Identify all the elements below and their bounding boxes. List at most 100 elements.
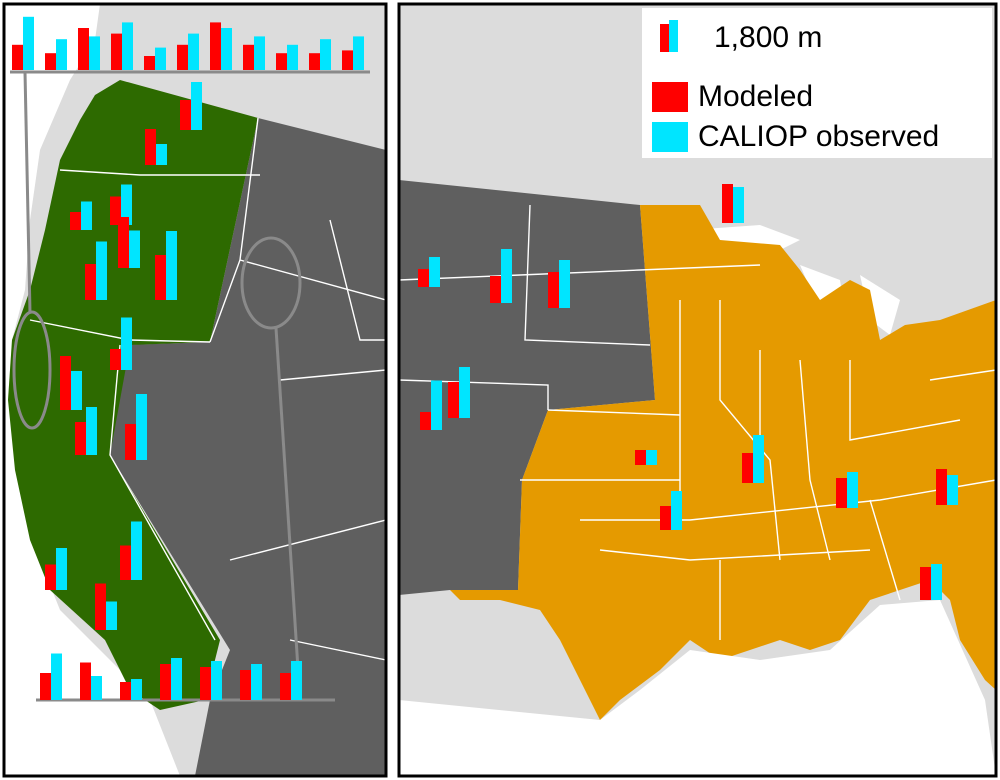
- left-station-modeled-bar-10: [125, 424, 136, 460]
- right-station-modeled-bar-10: [660, 506, 671, 530]
- top-strip-observed-bar-2: [89, 36, 100, 70]
- right-station-observed-bar-9: [947, 475, 958, 505]
- right-station-observed-bar-7: [753, 435, 764, 483]
- left-station-modeled-bar-1: [110, 196, 121, 225]
- left-station-observed-bar-20: [291, 661, 302, 700]
- left-station-modeled-bar-11: [120, 545, 131, 580]
- top-strip-observed-bar-10: [353, 36, 364, 70]
- modeled-swatch: [652, 82, 688, 112]
- right-station-modeled-bar-8: [836, 478, 847, 508]
- right-station-modeled-bar-4: [548, 272, 559, 308]
- right-station-modeled-bar-11: [920, 567, 931, 600]
- left-station-observed-bar-9: [86, 407, 97, 455]
- left-station-modeled-bar-4: [118, 217, 129, 268]
- west-coast-panel: [2, 2, 388, 778]
- mountain-states-region: [399, 180, 655, 595]
- left-station-observed-bar-5: [166, 231, 177, 300]
- zoom-callouts-left: [10, 70, 370, 702]
- observed-swatch: [652, 122, 688, 152]
- right-station-observed-bar-10: [671, 491, 682, 530]
- top-strip-modeled-bar-10: [342, 50, 353, 70]
- left-station-modeled-bar-2: [145, 129, 156, 165]
- left-station-modeled-bar-12: [45, 564, 56, 590]
- right-station-bars: [418, 184, 958, 600]
- interior-west-states: [110, 118, 386, 776]
- top-strip-observed-bar-4: [155, 47, 166, 70]
- left-station-observed-bar-3: [191, 82, 202, 130]
- right-station-modeled-bar-7: [742, 453, 753, 483]
- left-panel-frame: [2, 2, 388, 778]
- left-station-observed-bar-19: [251, 664, 262, 700]
- legend: 1,800 m Modeled CALIOP observed: [642, 8, 992, 158]
- left-station-observed-bar-0: [81, 201, 92, 230]
- top-strip-observed-bar-8: [287, 44, 298, 70]
- left-station-observed-bar-4: [129, 230, 140, 268]
- state-borders-right: [398, 204, 997, 640]
- right-station-observed-bar-5: [733, 187, 744, 223]
- right-station-modeled-bar-9: [936, 469, 947, 505]
- right-panel-frame: [397, 2, 998, 778]
- left-station-modeled-bar-3: [180, 100, 191, 130]
- right-station-modeled-bar-2: [448, 382, 459, 418]
- left-station-modeled-bar-13: [95, 583, 106, 630]
- top-strip-modeled-bar-2: [78, 28, 89, 70]
- left-station-observed-bar-7: [121, 317, 132, 370]
- left-station-modeled-bar-16: [120, 682, 131, 700]
- right-station-observed-bar-0: [429, 257, 440, 287]
- right-station-modeled-bar-0: [418, 269, 429, 287]
- left-station-observed-bar-11: [131, 521, 142, 580]
- right-station-observed-bar-8: [847, 472, 858, 508]
- right-station-observed-bar-2: [459, 367, 470, 418]
- left-station-observed-bar-16: [131, 679, 142, 700]
- left-station-modeled-bar-15: [80, 662, 91, 700]
- right-station-observed-bar-4: [559, 260, 570, 308]
- left-station-bars: [12, 16, 364, 700]
- top-strip-observed-bar-1: [56, 39, 67, 70]
- legend-scale-label: 1,800 m: [714, 21, 823, 54]
- left-station-observed-bar-6: [96, 241, 107, 300]
- top-strip-modeled-bar-8: [276, 53, 287, 70]
- left-station-modeled-bar-5: [155, 255, 166, 300]
- top-strip-modeled-bar-7: [243, 44, 254, 70]
- top-strip-observed-bar-0: [23, 16, 34, 70]
- right-station-modeled-bar-5: [722, 184, 733, 223]
- left-station-observed-bar-2: [156, 144, 167, 165]
- left-station-modeled-bar-18: [200, 667, 211, 700]
- top-strip-observed-bar-5: [188, 33, 199, 70]
- right-station-observed-bar-11: [931, 564, 942, 600]
- left-station-observed-bar-14: [51, 653, 62, 700]
- right-station-observed-bar-3: [431, 380, 442, 430]
- right-station-observed-bar-6: [646, 450, 657, 465]
- left-station-observed-bar-18: [211, 661, 222, 700]
- left-station-observed-bar-15: [91, 676, 102, 700]
- left-station-observed-bar-13: [106, 601, 117, 630]
- top-strip-modeled-bar-5: [177, 44, 188, 70]
- legend-observed-label: CALIOP observed: [698, 120, 940, 153]
- left-station-modeled-bar-7: [110, 349, 121, 370]
- left-station-modeled-bar-17: [160, 664, 171, 700]
- left-station-modeled-bar-19: [240, 670, 251, 700]
- left-station-modeled-bar-8: [60, 356, 71, 410]
- legend-scale-row: 1,800 m: [652, 18, 822, 58]
- left-station-observed-bar-10: [136, 394, 147, 460]
- top-strip-modeled-bar-6: [210, 22, 221, 70]
- top-strip-observed-bar-7: [254, 36, 265, 70]
- left-station-observed-bar-1: [121, 184, 132, 225]
- right-station-modeled-bar-6: [635, 450, 646, 465]
- left-station-modeled-bar-20: [280, 673, 291, 700]
- legend-modeled-label: Modeled: [698, 80, 814, 113]
- top-strip-modeled-bar-4: [144, 56, 155, 70]
- right-station-modeled-bar-1: [490, 276, 501, 303]
- right-station-observed-bar-1: [501, 249, 512, 303]
- gulf-and-atlantic: [399, 600, 996, 776]
- state-borders-left: [29, 117, 387, 661]
- top-strip-observed-bar-6: [221, 28, 232, 70]
- top-strip-observed-bar-3: [122, 22, 133, 70]
- left-station-observed-bar-12: [56, 548, 67, 590]
- central-eastern-states-region: [450, 205, 996, 720]
- top-strip-modeled-bar-1: [45, 53, 56, 70]
- right-station-modeled-bar-3: [420, 412, 431, 430]
- left-station-modeled-bar-0: [70, 212, 81, 230]
- top-strip-modeled-bar-3: [111, 33, 122, 70]
- left-station-observed-bar-8: [71, 371, 82, 410]
